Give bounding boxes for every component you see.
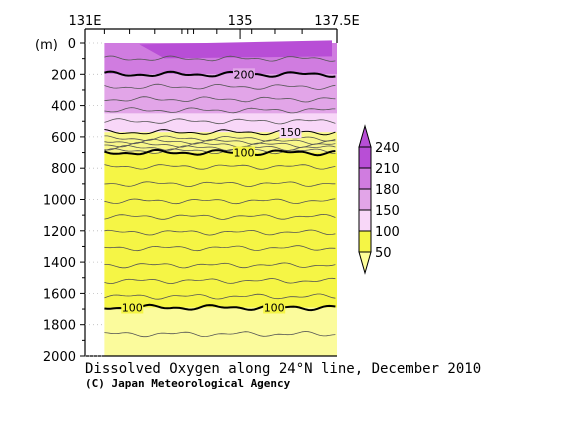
contour-label-bg [263,301,286,314]
contour-label-bg [279,126,302,139]
y-tick-label: 1200 [43,225,76,240]
contour-line-thin [104,229,336,236]
high-oxygen-pocket [139,40,332,59]
contour-line-100 [104,148,336,157]
y-axis-label: (m) [35,38,58,53]
y-tick-label: 1800 [43,319,76,334]
y-axis: 0 200 400 600 800 1000 1200 1400 1600 1800 2000 [43,37,105,365]
contour-line-thin [104,96,336,103]
plot-area [85,40,337,356]
y-tick-label: 0 [68,37,76,52]
chart-title: Dissolved Oxygen along 24°N line, Decemb… [85,361,481,377]
oxygen-band-3 [104,132,337,153]
y-tick-label: 1000 [43,194,76,209]
contour-label: 100 [122,301,143,314]
oxygen-band-4 [104,152,337,308]
x-tick-label: 137.5E [314,14,359,29]
contour-line-thin [104,148,336,155]
contour-line-thin [104,245,336,252]
credit-text: (C) Japan Meteorological Agency [85,377,291,390]
contour-line-thin [104,164,336,170]
colorbar-segment [358,167,372,190]
contour-lines [104,55,336,338]
contour-labels: 200 150 100 100 100 [121,68,302,314]
contour-line-thin [104,293,336,300]
contour-line-thin [104,55,336,62]
contour-line-thin [104,145,336,151]
y-tick-label: 800 [51,162,76,177]
colorbar-label: 180 [375,183,400,198]
colorbar-label: 150 [375,204,400,219]
contour-line-thin [104,118,336,125]
contour-line-thin [104,213,336,220]
x-axis: 131E 135 137.5E [68,14,360,39]
oxygen-band-2 [104,113,337,133]
x-tick-label: 131E [68,14,101,29]
contour-line-thin [104,331,336,338]
contour-label: 100 [264,301,285,314]
contour-line-thin [104,141,336,148]
contour-line-thin [104,198,336,205]
contour-line-thin [104,262,336,269]
colorbar-top-arrow [358,124,372,148]
y-tick-label: 600 [51,131,76,146]
y-tick-label: 1600 [43,287,76,302]
oxygen-band-1 [104,74,337,114]
oxygen-band-5 [104,307,337,356]
y-tick-label: 200 [51,68,76,83]
contour-line-thin [104,181,336,187]
colorbar-label: 210 [375,162,400,177]
contour-line-thin [104,83,336,90]
colorbar-segment [358,188,372,211]
y-tick-label: 1400 [43,256,76,271]
y-tick-label: 2000 [43,350,76,365]
colorbar-label: 50 [375,246,392,261]
contour-label-bg [121,301,144,314]
colorbar-legend: 50 100 150 180 210 240 [358,124,400,275]
contour-line-thin [104,107,336,114]
x-tick-label: 135 [228,14,253,29]
colorbar-label: 100 [375,225,400,240]
colorbar-segment [358,209,372,232]
contour-label: 150 [280,126,301,139]
contour-label: 200 [233,68,254,81]
contour-line-200 [104,70,336,78]
contour-line-thin [104,138,336,145]
y-tick-label: 400 [51,100,76,115]
contour-label-bg [232,146,255,159]
contour-line-thin [104,277,336,285]
colorbar-segment [358,230,372,253]
contour-label: 100 [233,147,254,160]
colorbar-label: 240 [375,141,400,156]
colorbar-segment [358,146,372,169]
colorbar-bottom-arrow [358,251,372,275]
contour-label-bg [232,68,255,81]
